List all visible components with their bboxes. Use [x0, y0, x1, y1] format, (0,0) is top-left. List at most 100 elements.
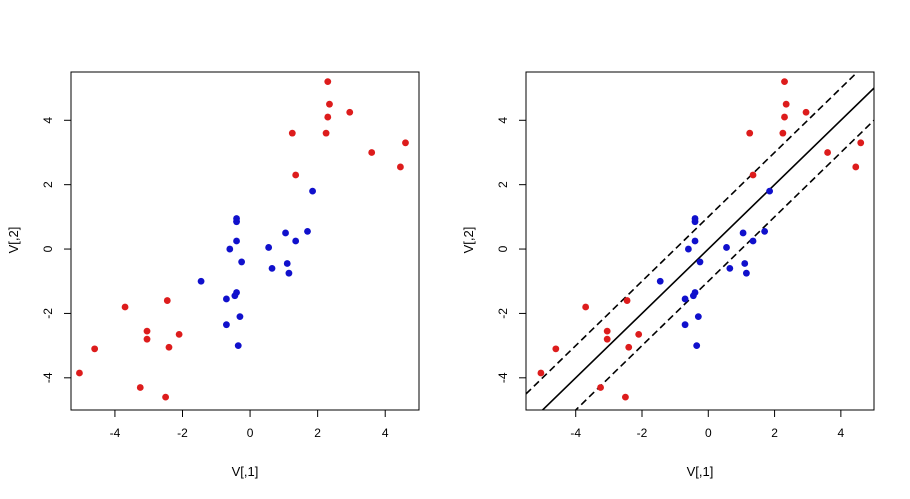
data-point: [802, 108, 810, 116]
data-point: [852, 163, 860, 171]
data-point: [746, 129, 754, 137]
data-point: [282, 229, 289, 237]
data-point: [326, 100, 333, 108]
data-point: [723, 244, 730, 251]
data-point: [694, 313, 702, 321]
data-point: [268, 264, 276, 272]
data-point: [625, 343, 633, 351]
dashed-margin-line: [574, 119, 874, 410]
data-point: [292, 171, 300, 179]
data-point: [749, 171, 757, 179]
plot-frame: [525, 71, 875, 411]
x-tick-label: 4: [838, 426, 845, 440]
data-point: [635, 330, 643, 338]
y-tick-label: 4: [496, 117, 510, 124]
data-point: [223, 321, 230, 329]
data-point: [749, 237, 757, 245]
scatter-plot-right: V[,1] V[,2] -4 -2 0 2 4 -4 -2 0 2 4: [461, 71, 875, 479]
x-tick-label: 2: [771, 426, 778, 440]
x-tick-label: 0: [247, 426, 254, 440]
y-tick-label: 2: [41, 181, 55, 188]
data-point: [231, 292, 239, 300]
data-point: [165, 343, 173, 351]
data-point: [824, 149, 831, 156]
data-point: [622, 393, 629, 401]
x-tick-label: -2: [177, 426, 188, 440]
data-point: [766, 187, 773, 195]
data-point: [304, 227, 311, 235]
data-point: [197, 277, 205, 285]
y-tick-label: 4: [41, 117, 55, 124]
y-axis-label: V[,2]: [6, 227, 21, 254]
data-point: [265, 244, 273, 251]
x-axis-label: V[,1]: [687, 464, 714, 479]
data-point: [143, 335, 151, 343]
data-point: [368, 149, 376, 156]
data-point: [603, 335, 611, 343]
y-tick-label: -2: [496, 308, 510, 319]
data-point: [857, 139, 865, 147]
data-point: [681, 295, 689, 303]
data-point: [597, 384, 604, 391]
data-point: [162, 393, 170, 401]
x-tick-label: -4: [110, 426, 121, 440]
scatter-plot-left: V[,1] V[,2] -4 -2 0 2 4 -4 -2 0 2 4: [6, 71, 420, 479]
x-tick-label: 2: [314, 426, 321, 440]
data-point: [552, 345, 560, 353]
data-point: [681, 321, 689, 329]
data-point: [743, 269, 750, 277]
data-point: [236, 313, 244, 321]
dashed-margin-line: [526, 72, 859, 395]
data-point: [402, 139, 409, 147]
data-point: [223, 295, 230, 303]
data-point: [322, 129, 330, 137]
y-tick-label: -4: [496, 372, 510, 383]
solid-boundary-line: [541, 87, 874, 410]
data-point: [292, 237, 300, 245]
data-point: [582, 303, 590, 311]
data-point: [91, 345, 99, 353]
data-point: [175, 330, 183, 338]
y-tick-label: -4: [41, 372, 55, 383]
data-point: [685, 245, 692, 253]
x-axis-label: V[,1]: [232, 464, 259, 479]
data-point: [324, 78, 332, 86]
data-point: [136, 384, 144, 391]
data-point: [726, 264, 734, 272]
data-point: [234, 342, 242, 350]
data-point: [537, 369, 545, 377]
data-point: [623, 297, 631, 304]
data-point: [309, 187, 316, 195]
data-point: [233, 237, 240, 245]
data-point: [143, 327, 151, 335]
data-point: [346, 108, 354, 116]
data-point: [238, 258, 246, 266]
data-point: [782, 100, 790, 108]
data-point: [761, 227, 769, 235]
data-point: [689, 292, 697, 300]
data-point: [739, 229, 747, 237]
x-tick-label: -4: [570, 426, 581, 440]
data-point: [226, 245, 234, 253]
data-point: [324, 113, 332, 121]
data-point: [693, 342, 701, 350]
data-point: [781, 78, 788, 86]
y-tick-label: 2: [496, 181, 510, 188]
data-point: [741, 260, 749, 267]
x-tick-label: -2: [637, 426, 648, 440]
data-point: [285, 269, 293, 277]
data-point: [779, 129, 787, 137]
data-point: [288, 129, 296, 137]
data-point: [781, 113, 788, 121]
data-point: [121, 303, 129, 311]
data-point: [691, 218, 699, 226]
data-point: [691, 237, 699, 245]
data-point: [696, 258, 704, 266]
data-point: [163, 297, 171, 304]
x-tick-label: 4: [382, 426, 389, 440]
x-tick-label: 0: [705, 426, 712, 440]
data-point: [233, 218, 240, 226]
y-tick-label: -2: [41, 308, 55, 319]
data-point: [283, 260, 291, 267]
